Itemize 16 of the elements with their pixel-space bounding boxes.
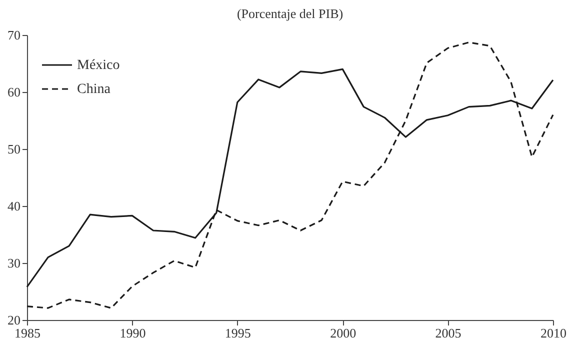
x-tick-label: 2010 [540, 326, 566, 340]
y-tick-label: 60 [8, 84, 20, 100]
x-tick-label: 1995 [224, 326, 251, 340]
x-tick-label: 2005 [435, 326, 462, 340]
y-tick-label: 50 [8, 142, 20, 156]
x-tick-label: 2000 [330, 326, 356, 340]
line-series [26, 42, 554, 309]
y-tick-label: 40 [8, 198, 20, 214]
x-tick-label: 1985 [14, 326, 40, 340]
legend-label: China [77, 82, 112, 97]
legend-label: México [77, 58, 120, 73]
chart-title: (Porcentaje del PIB) [236, 6, 344, 21]
y-tick-label: 70 [8, 28, 20, 42]
y-tick-label: 30 [8, 256, 20, 270]
y-tick-label: 20 [8, 312, 20, 328]
x-tick-label: 1990 [120, 326, 146, 340]
